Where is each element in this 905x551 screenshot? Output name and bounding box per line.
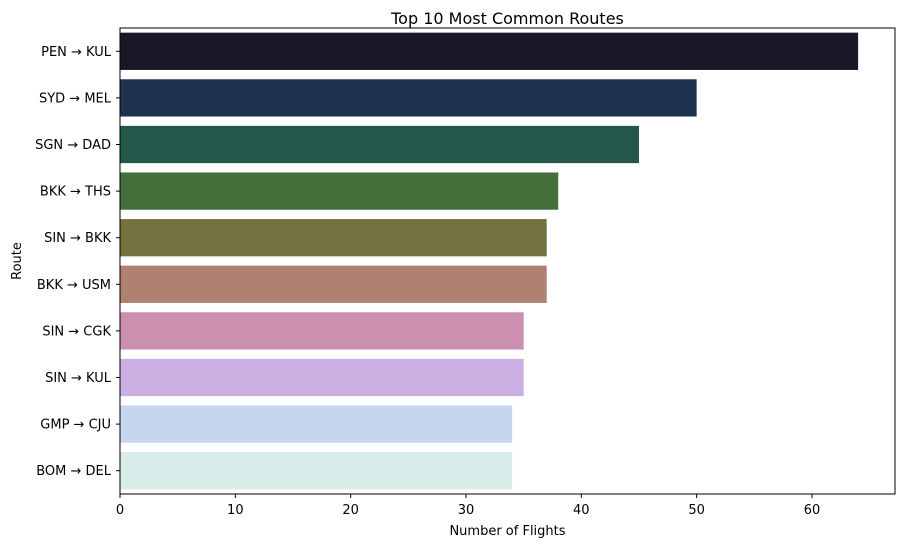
bar-5 xyxy=(120,265,547,303)
y-tick-label: SGN → DAD xyxy=(35,138,111,153)
x-tick-label: 60 xyxy=(804,503,821,518)
bar-8 xyxy=(120,405,513,443)
x-tick-label: 30 xyxy=(458,503,475,518)
bar-4 xyxy=(120,219,547,257)
x-axis-label: Number of Flights xyxy=(449,524,565,539)
bar-9 xyxy=(120,452,513,490)
plot-frame xyxy=(119,27,896,495)
bar-0 xyxy=(120,32,859,70)
x-tick-label: 0 xyxy=(116,503,124,518)
x-axis-ticks: 0 10 20 30 40 50 60 xyxy=(116,494,820,518)
x-tick-label: 20 xyxy=(342,503,359,518)
y-axis-ticks: PEN → KUL SYD → MEL SGN → DAD BKK → THS SIN … xyxy=(35,45,120,479)
x-tick-label: 50 xyxy=(688,503,705,518)
y-tick-label: PEN → KUL xyxy=(41,45,112,60)
y-axis-label: Route xyxy=(10,242,25,280)
y-tick-label: GMP → CJU xyxy=(40,418,111,433)
y-tick-label: SIN → BKK xyxy=(44,231,111,246)
y-tick-label: SIN → CGK xyxy=(42,324,111,339)
bar-6 xyxy=(120,312,524,350)
x-tick-label: 10 xyxy=(227,503,244,518)
y-tick-label: BKK → USM xyxy=(37,278,111,293)
y-tick-label: BOM → DEL xyxy=(36,464,112,479)
y-tick-label: BKK → THS xyxy=(40,185,111,200)
bars-group xyxy=(120,32,859,490)
bar-3 xyxy=(120,172,559,210)
bar-1 xyxy=(120,79,697,117)
x-tick-label: 40 xyxy=(573,503,590,518)
y-tick-label: SYD → MEL xyxy=(39,91,112,106)
bar-2 xyxy=(120,125,639,164)
bar-7 xyxy=(120,358,524,397)
y-tick-label: SIN → KUL xyxy=(45,371,112,386)
chart-title: Top 10 Most Common Routes xyxy=(390,9,624,28)
